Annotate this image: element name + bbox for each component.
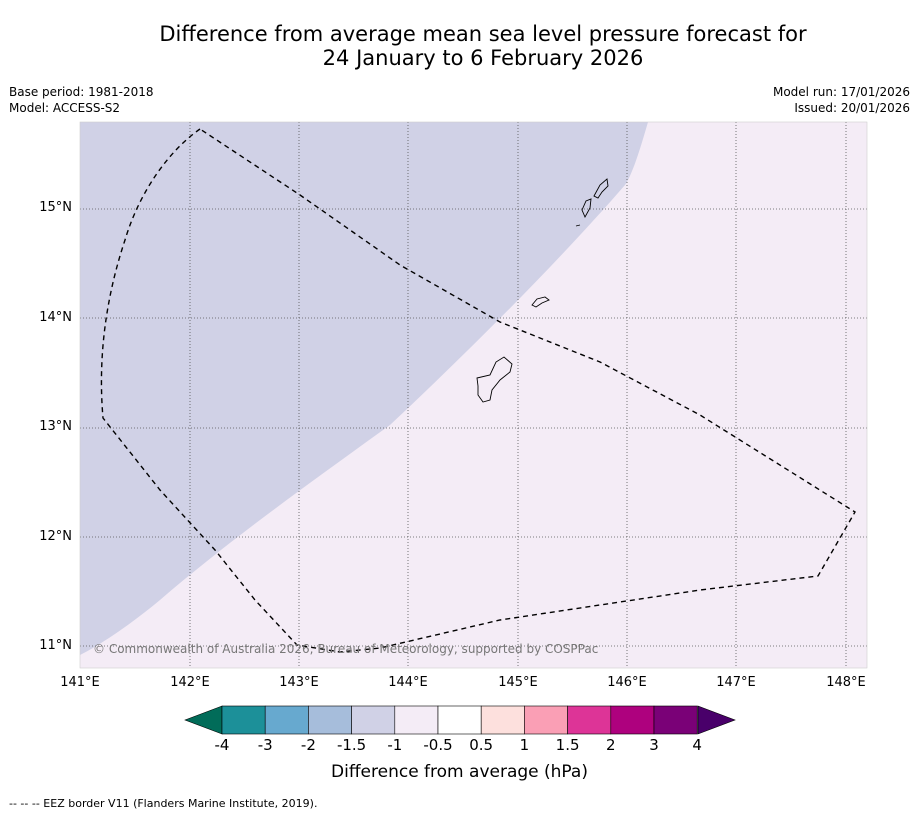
colorbar-box — [480, 705, 525, 735]
colorbar-tick-label: 3 — [649, 736, 659, 754]
lon-label-141: 141°E — [60, 675, 100, 690]
lon-label-143: 143°E — [279, 675, 319, 690]
model-name: Model: ACCESS-S2 — [9, 101, 121, 115]
eez-legend: -- -- -- EEZ border V11 (Flanders Marine… — [9, 797, 318, 810]
map-title: Difference from average mean sea level p… — [0, 22, 919, 70]
colorbar-box — [610, 705, 655, 735]
lon-label-145: 145°E — [498, 675, 538, 690]
island-rota — [531, 296, 550, 308]
colorbar-tick-label: -4 — [214, 736, 230, 754]
colorbar-tick-label: -0.5 — [423, 736, 453, 754]
colorbar-box — [437, 705, 482, 735]
lat-label-15: 15°N — [39, 200, 72, 215]
lat-label-12: 12°N — [39, 529, 72, 544]
colorbar-box — [394, 705, 439, 735]
lon-label-144: 144°E — [388, 675, 428, 690]
eez-border — [100, 128, 856, 653]
gridlines — [80, 122, 867, 668]
colorbar-tick-label: -2 — [300, 736, 316, 754]
colorbar-tick-label: 2 — [606, 736, 616, 754]
lon-label-146: 146°E — [607, 675, 647, 690]
colorbar-extend-low — [184, 705, 223, 735]
lat-label-14: 14°N — [39, 310, 72, 325]
map-frame — [79, 121, 868, 669]
lon-label-142: 142°E — [170, 675, 210, 690]
colorbar-tick-label: 1 — [519, 736, 530, 754]
lat-label-13: 13°N — [39, 419, 72, 434]
colorbar-tick-label: -1 — [387, 736, 403, 754]
copyright-notice: © Commonwealth of Australia 2026, Bureau… — [93, 642, 598, 656]
colorbar-box — [308, 705, 352, 735]
colorbar-tick-label: 1.5 — [555, 736, 580, 754]
colorbar-box — [221, 705, 266, 735]
colorbar-box — [653, 705, 698, 735]
colorbar — [184, 705, 736, 735]
island-tinian — [581, 198, 592, 219]
colorbar-tick-label: -3 — [257, 736, 273, 754]
meta-left: Base period: 1981-2018 Model: ACCESS-S2 — [9, 84, 154, 116]
islands — [476, 178, 609, 403]
colorbar-box — [567, 705, 612, 735]
lat-label-11: 11°N — [39, 638, 72, 653]
lon-label-148: 148°E — [826, 675, 866, 690]
island-saipan — [593, 178, 609, 199]
island-aguijan — [575, 224, 581, 227]
title-line-2: 24 January to 6 February 2026 — [322, 46, 644, 70]
colorbar-title: Difference from average (hPa) — [331, 762, 588, 782]
colorbar-tick-label: -1.5 — [336, 736, 367, 754]
pressure-region-lower — [80, 122, 648, 655]
colorbar-box — [264, 705, 309, 735]
island-guam — [476, 356, 513, 403]
issued-date: Issued: 20/01/2026 — [794, 101, 910, 115]
colorbar-box — [351, 705, 396, 735]
meta-right: Model run: 17/01/2026 Issued: 20/01/2026 — [773, 84, 910, 116]
lon-label-147: 147°E — [716, 675, 756, 690]
colorbar-tick-label: 0.5 — [469, 736, 494, 754]
base-period: Base period: 1981-2018 — [9, 85, 154, 99]
colorbar-tick-label: 4 — [692, 736, 702, 754]
colorbar-extend-high — [697, 705, 736, 735]
model-run: Model run: 17/01/2026 — [772, 85, 910, 99]
colorbar-box — [524, 705, 568, 735]
title-line-1: Difference from average mean sea level p… — [159, 22, 807, 46]
